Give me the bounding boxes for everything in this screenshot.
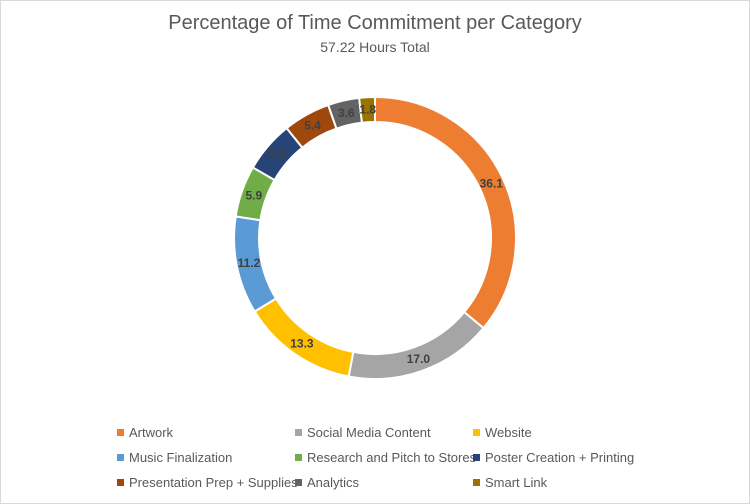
legend-swatch bbox=[473, 479, 480, 486]
legend-swatch bbox=[473, 454, 480, 461]
legend-item-social-media-content: Social Media Content bbox=[295, 424, 473, 441]
donut-slice-smart-link bbox=[358, 95, 376, 124]
legend-item-research-and-pitch-to-stores: Research and Pitch to Stores bbox=[295, 449, 477, 466]
donut-chart: 36.1 17.0 13.3 11.2 5.9 5.9 5.4 3.6 1.8 bbox=[233, 95, 517, 380]
data-label-poster-creation-printing: 5.9 bbox=[269, 147, 286, 161]
legend-label: Social Media Content bbox=[307, 425, 431, 440]
legend-label: Artwork bbox=[129, 425, 174, 440]
legend-swatch bbox=[117, 479, 124, 486]
data-label-presentation-prep-supplies: 5.4 bbox=[304, 119, 321, 133]
legend-swatch bbox=[295, 454, 302, 461]
legend-label: Poster Creation + Printing bbox=[485, 450, 635, 465]
data-label-artwork: 36.1 bbox=[480, 176, 504, 190]
legend-label: Music Finalization bbox=[129, 450, 233, 465]
legend-swatch bbox=[117, 454, 124, 461]
legend-item-analytics: Analytics bbox=[295, 474, 473, 491]
legend-swatch bbox=[295, 429, 302, 436]
legend-swatch bbox=[473, 429, 480, 436]
data-label-music-finalization: 11.2 bbox=[238, 256, 261, 270]
legend-label: Smart Link bbox=[485, 475, 548, 490]
legend-item-presentation-prep-supplies: Presentation Prep + Supplies bbox=[117, 474, 298, 491]
legend-swatch bbox=[117, 429, 124, 436]
legend-item-music-finalization: Music Finalization bbox=[117, 449, 295, 466]
legend-label: Research and Pitch to Stores bbox=[307, 450, 477, 465]
data-label-website: 13.3 bbox=[290, 337, 314, 351]
data-label-research-and-pitch-to-stores: 5.9 bbox=[245, 188, 262, 202]
data-label-social-media-content: 17.0 bbox=[407, 352, 431, 366]
donut-slice-social-media-content bbox=[347, 310, 485, 380]
legend-label: Analytics bbox=[307, 475, 360, 490]
data-label-smart-link: 1.8 bbox=[359, 103, 376, 117]
legend-swatch bbox=[295, 479, 302, 486]
chart-legend: Artwork Social Media Content Website Music … bbox=[117, 424, 677, 491]
legend-label: Presentation Prep + Supplies bbox=[129, 475, 298, 490]
legend-label: Website bbox=[485, 425, 532, 440]
legend-item-smart-link: Smart Link bbox=[473, 474, 651, 491]
legend-item-poster-creation-printing: Poster Creation + Printing bbox=[473, 449, 651, 466]
chart-subtitle: 57.22 Hours Total bbox=[320, 39, 430, 55]
chart-title: Percentage of Time Commitment per Catego… bbox=[168, 12, 582, 34]
donut-slice-artwork bbox=[374, 95, 517, 330]
legend-item-website: Website bbox=[473, 424, 651, 441]
legend-item-artwork: Artwork bbox=[117, 424, 295, 441]
data-label-analytics: 3.6 bbox=[338, 106, 355, 120]
